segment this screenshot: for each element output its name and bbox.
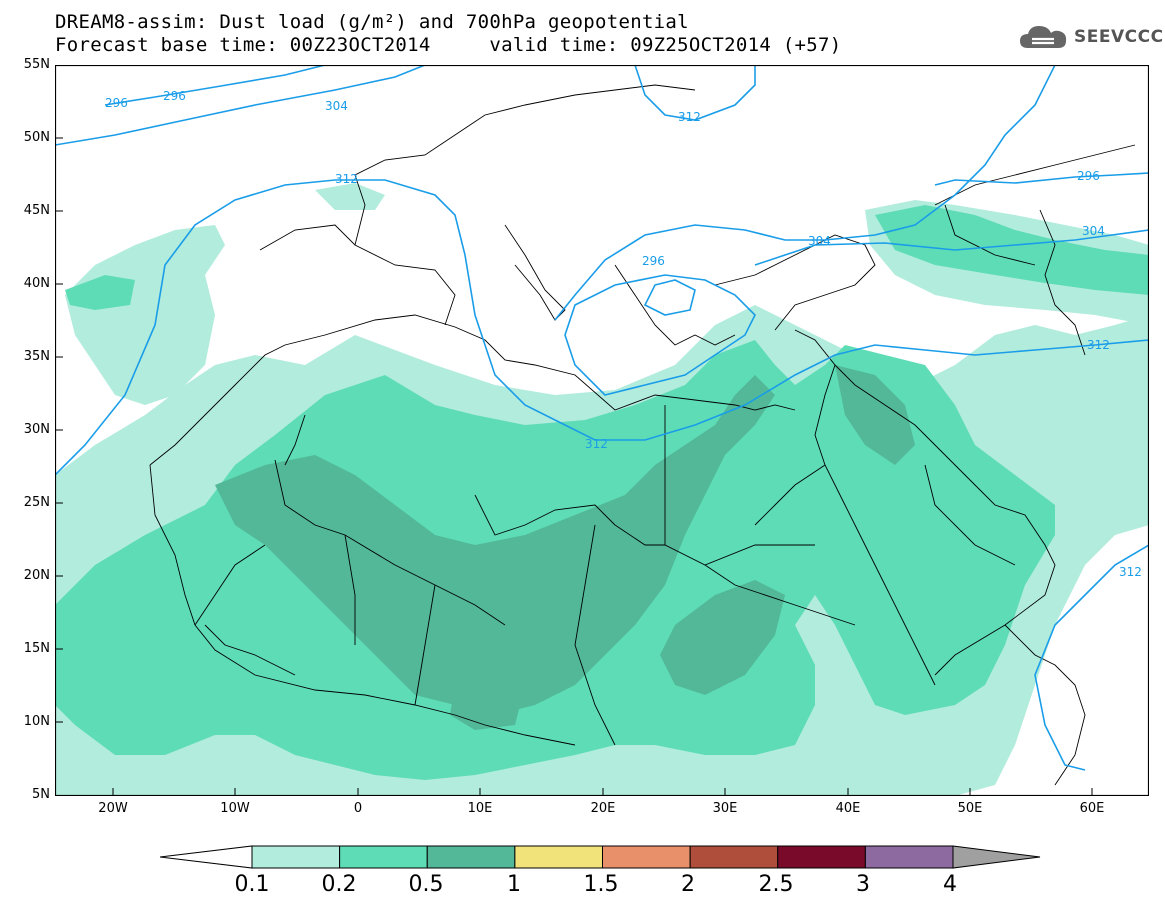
lon-label: 10W bbox=[220, 801, 250, 816]
contour-label: 296 bbox=[163, 89, 186, 103]
contour-label: 312 bbox=[678, 110, 701, 124]
lon-label: 0 bbox=[353, 801, 363, 816]
contour-label: 312 bbox=[1119, 565, 1142, 579]
map-border bbox=[55, 65, 1149, 796]
colorbar-tick-label: 2 bbox=[681, 872, 695, 897]
contour-label: 296 bbox=[105, 96, 128, 110]
colorbar-low-arrow bbox=[160, 845, 253, 869]
lat-label: 50N bbox=[23, 130, 50, 145]
colorbar-tick-label: 1.5 bbox=[583, 872, 619, 897]
colorbar-tick-label: 0.5 bbox=[408, 872, 444, 897]
lat-label: 5N bbox=[32, 787, 50, 802]
colorbar-swatch bbox=[426, 845, 516, 869]
contour-label: 312 bbox=[335, 172, 358, 186]
coastlines-and-borders bbox=[149, 84, 1136, 786]
contour-label: 296 bbox=[1077, 169, 1100, 183]
logo-text: SEEVCCC bbox=[1074, 27, 1164, 47]
colorbar-swatch bbox=[602, 845, 691, 869]
map-title: DREAM8-assim: Dust load (g/m²) and 700hP… bbox=[55, 11, 689, 33]
lon-label: 50E bbox=[957, 801, 983, 816]
lat-label: 35N bbox=[23, 349, 50, 364]
lat-label: 55N bbox=[23, 57, 50, 72]
colorbar-swatch bbox=[689, 845, 779, 869]
colorbar-tick-label: 3 bbox=[856, 872, 870, 897]
seevccc-logo: SEEVCCC bbox=[1018, 22, 1164, 52]
lat-label: 10N bbox=[23, 714, 50, 729]
colorbar-tick-label: 4 bbox=[943, 872, 957, 897]
colorbar-high-arrow bbox=[952, 845, 1041, 869]
colorbar-swatch bbox=[514, 845, 603, 869]
contour-label: 296 bbox=[642, 254, 665, 268]
lon-label: 20W bbox=[98, 801, 128, 816]
lat-label: 15N bbox=[23, 641, 50, 656]
cloud-icon bbox=[1020, 26, 1067, 48]
lon-label: 40E bbox=[835, 801, 861, 816]
colorbar-tick-label: 0.1 bbox=[234, 872, 270, 897]
lat-label: 30N bbox=[23, 422, 50, 437]
colorbar-swatch bbox=[339, 845, 428, 869]
colorbar-swatch bbox=[864, 845, 954, 869]
colorbar-tick-label: 1 bbox=[507, 872, 521, 897]
contour-label: 304 bbox=[325, 99, 348, 113]
colorbar bbox=[160, 845, 1041, 869]
forecast-time-subtitle: Forecast base time: 00Z23OCT2014 valid t… bbox=[55, 34, 842, 56]
contour-labels: 296 296 304 312 312 296 304 296 304 312 … bbox=[105, 89, 1142, 579]
contour-label: 304 bbox=[1082, 224, 1105, 238]
colorbar-swatch bbox=[251, 845, 341, 869]
lon-label: 60E bbox=[1079, 801, 1105, 816]
lat-label: 45N bbox=[23, 203, 50, 218]
lon-label: 30E bbox=[712, 801, 738, 816]
lat-label: 40N bbox=[23, 276, 50, 291]
lat-label: 20N bbox=[23, 568, 50, 583]
lon-label: 10E bbox=[467, 801, 493, 816]
contour-label: 304 bbox=[808, 234, 831, 248]
lon-label: 20E bbox=[590, 801, 616, 816]
axis-ticks bbox=[55, 65, 1093, 796]
colorbar-swatch bbox=[777, 845, 866, 869]
geopotential-contours bbox=[55, 65, 1149, 771]
colorbar-tick-label: 0.2 bbox=[321, 872, 357, 897]
lat-label: 25N bbox=[23, 495, 50, 510]
colorbar-tick-label: 2.5 bbox=[758, 872, 794, 897]
contour-label: 312 bbox=[585, 437, 608, 451]
dust-map: 296 296 304 312 312 296 304 296 304 312 … bbox=[55, 65, 1149, 796]
contour-label: 312 bbox=[1087, 338, 1110, 352]
